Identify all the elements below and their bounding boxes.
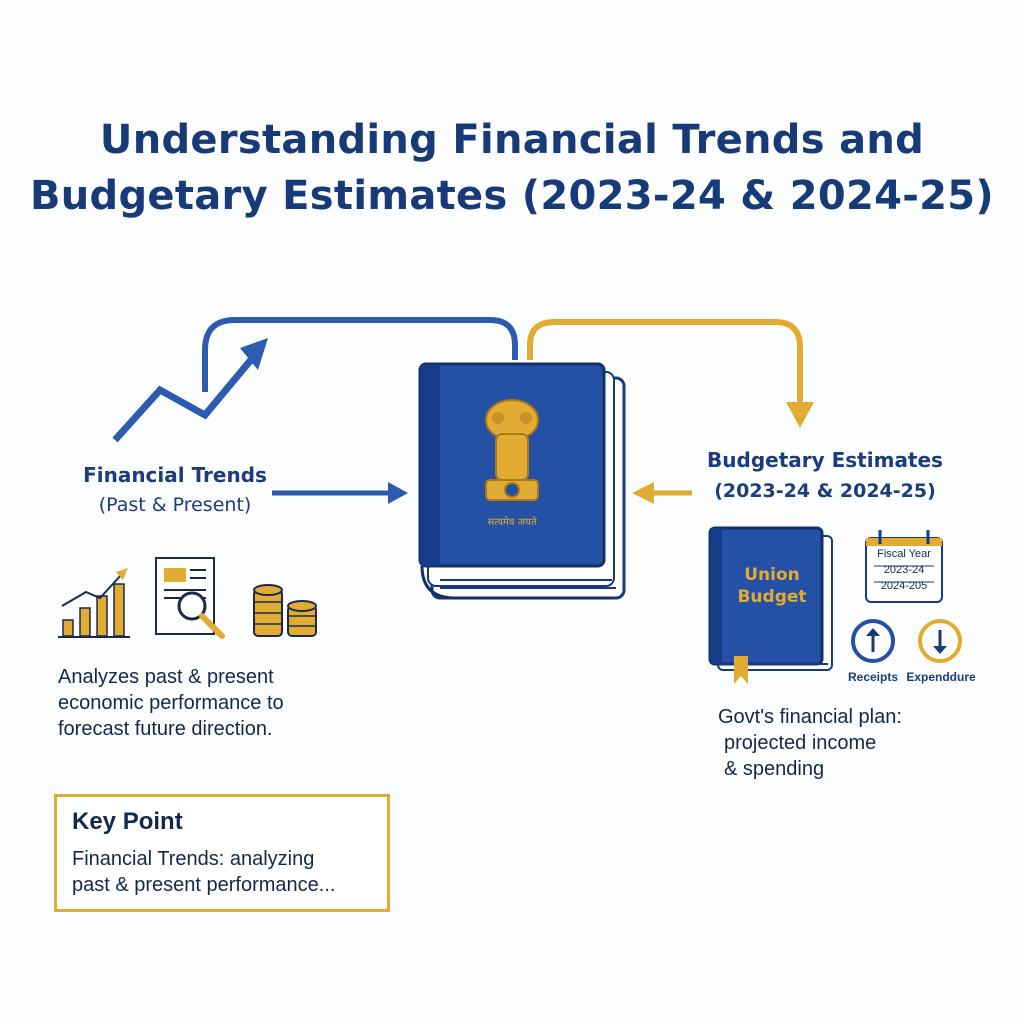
calendar-icon: [865, 530, 943, 603]
arrow-left-icon: [632, 482, 692, 504]
description-line: & spending: [724, 758, 825, 780]
national-emblem-icon: [485, 399, 539, 501]
description-line: economic performance to: [58, 692, 284, 714]
budgetary-estimates-heading: Budgetary Estimates: [707, 448, 943, 472]
key-point-line: Financial Trends: analyzing: [72, 848, 315, 870]
budgetary-estimates-description: Govt's financial plan: projected income …: [718, 704, 978, 782]
receipts-label: Receipts: [847, 670, 899, 684]
book-title-line: Budget: [737, 587, 807, 607]
union-budget-book-title: Union Budget: [724, 564, 820, 608]
expenditure-arrow-down-icon: [918, 619, 962, 663]
financial-trends-description: Analyzes past & present economic perform…: [58, 664, 358, 742]
description-line: forecast future direction.: [58, 718, 273, 740]
key-point-title: Key Point: [72, 808, 183, 835]
calendar-title: Fiscal Year: [877, 548, 931, 560]
blue-flow-connector: [202, 317, 518, 392]
financial-trends-heading: Financial Trends: [83, 463, 267, 487]
calendar-line: 2023-24: [883, 564, 925, 576]
calendar-line: 2024-205: [880, 580, 928, 592]
receipts-arrow-up-icon: [851, 619, 895, 663]
coin-stacks-icon: [253, 584, 317, 637]
calendar-text: Fiscal Year 2023-24 2024-205: [866, 546, 942, 594]
rising-trend-arrow: [112, 338, 268, 443]
financial-trends-subheading: (Past & Present): [98, 494, 252, 516]
description-line: projected income: [724, 732, 877, 754]
book-title-line: Union: [744, 565, 800, 585]
key-point-line: past & present performance...: [72, 874, 336, 896]
union-budget-book: [708, 526, 833, 684]
description-line: Analyzes past & present: [58, 666, 274, 688]
page-title: Understanding Financial Trends and Budge…: [0, 112, 1024, 224]
expenditure-label: Expenddure: [906, 670, 976, 684]
key-point-body: Financial Trends: analyzing past & prese…: [72, 846, 382, 898]
title-line-1: Understanding Financial Trends and: [99, 117, 925, 163]
budgetary-estimates-subheading: (2023-24 & 2024-25): [714, 480, 936, 502]
bar-chart-growth-icon: [58, 568, 130, 638]
key-point-box: [54, 794, 390, 912]
document-magnifier-icon: [155, 557, 225, 639]
arrow-right-icon: [272, 482, 408, 504]
title-line-2: Budgetary Estimates (2023-24 & 2024-25): [29, 173, 994, 219]
emblem-motto: सत्यमेव जयते: [487, 517, 537, 528]
description-line: Govt's financial plan:: [718, 706, 902, 728]
gold-flow-connector: [527, 319, 814, 428]
